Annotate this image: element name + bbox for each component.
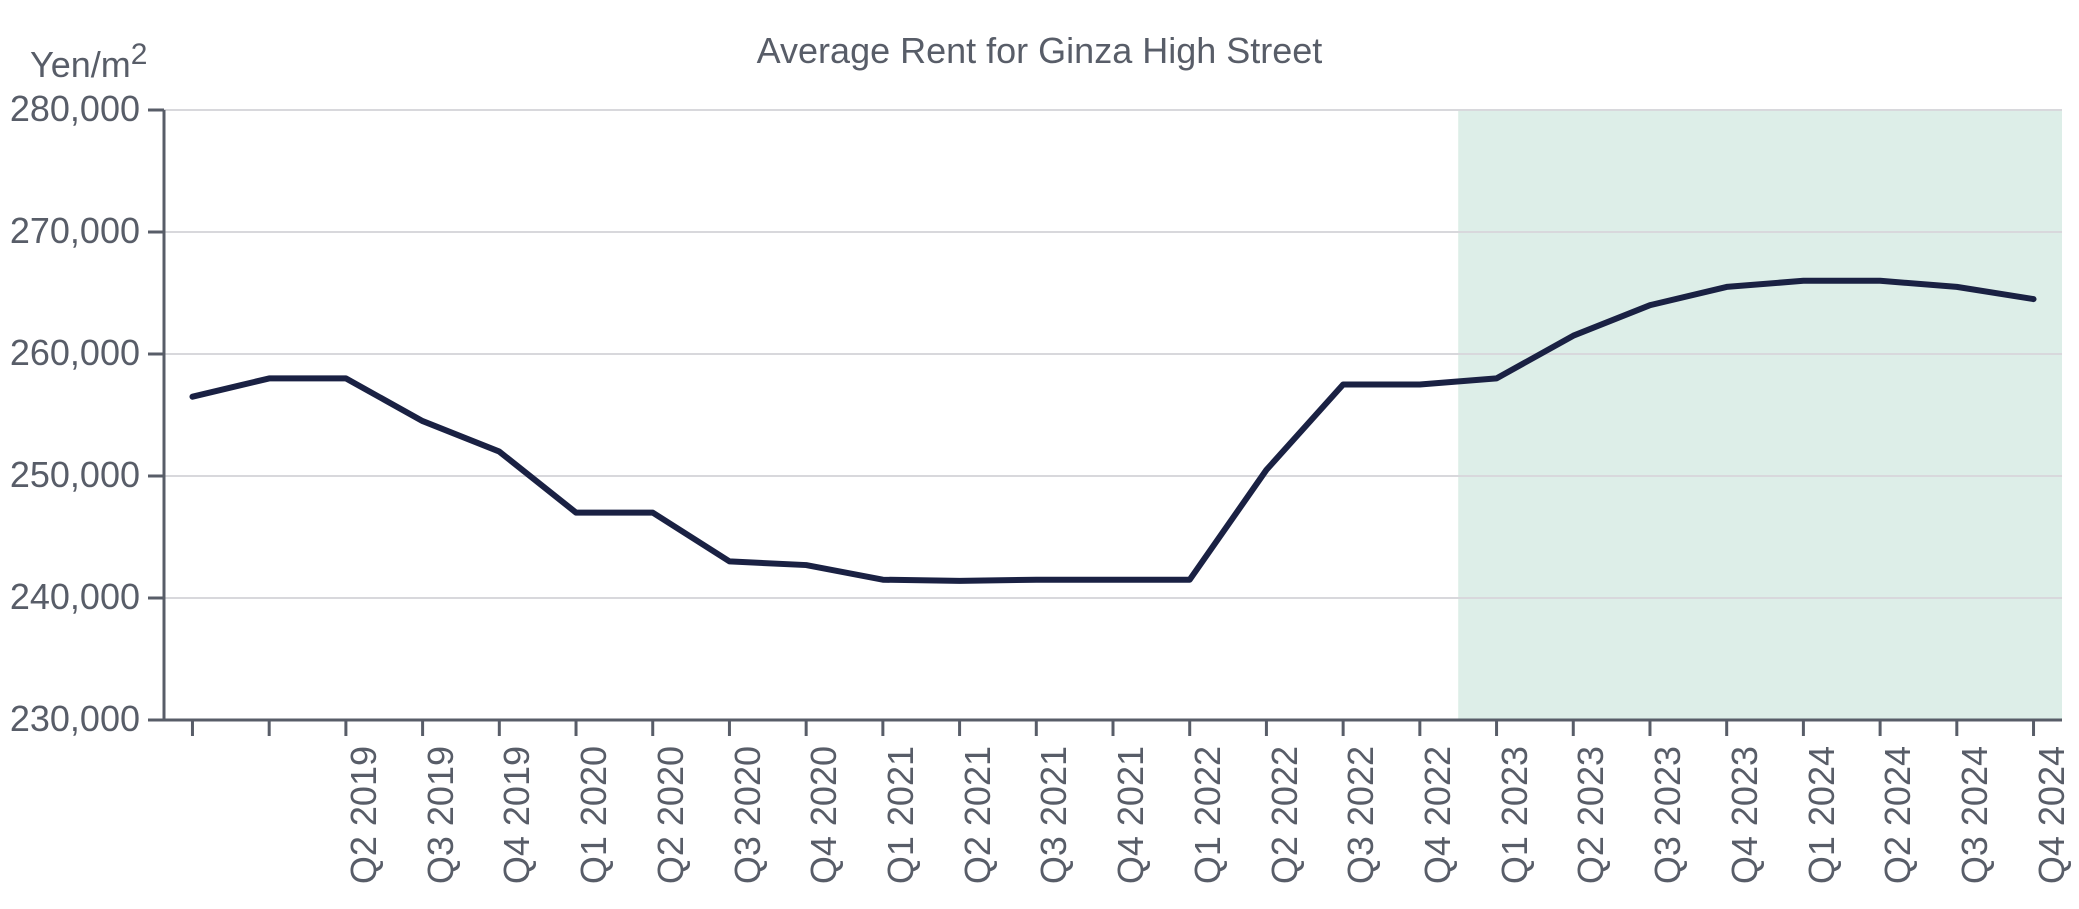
- xtick-label: Q4 2024: [2031, 746, 2073, 884]
- xtick-label: Q4 2022: [1417, 746, 1459, 884]
- xtick-label: Q4 2020: [803, 746, 845, 884]
- xtick-label: Q4 2021: [1110, 746, 1152, 884]
- xtick-label: Q3 2024: [1954, 746, 1996, 884]
- xtick-label: Q4 2019: [497, 746, 539, 884]
- xtick-label: Q1 2022: [1187, 746, 1229, 884]
- xtick-label: Q1 2020: [573, 746, 615, 884]
- xtick-label: Q4 2023: [1724, 746, 1766, 884]
- xtick-label: Q2 2019: [343, 746, 385, 884]
- xtick-label: Q3 2023: [1647, 746, 1689, 884]
- xtick-label: Q2 2020: [650, 746, 692, 884]
- ytick-label: 230,000: [10, 698, 140, 740]
- ytick-label: 240,000: [10, 576, 140, 618]
- xtick-label: Q2 2024: [1877, 746, 1919, 884]
- xtick-label: Q1 2021: [880, 746, 922, 884]
- xtick-label: Q2 2023: [1571, 746, 1613, 884]
- xtick-label: Q1 2024: [1801, 746, 1843, 884]
- xtick-label: Q3 2022: [1340, 746, 1382, 884]
- ytick-label: 250,000: [10, 454, 140, 496]
- ytick-label: 280,000: [10, 88, 140, 130]
- xtick-label: Q1 2023: [1494, 746, 1536, 884]
- ytick-label: 260,000: [10, 332, 140, 374]
- chart-container: Average Rent for Ginza High Street Yen/m…: [0, 0, 2079, 909]
- xtick-label: Q3 2019: [420, 746, 462, 884]
- ytick-label: 270,000: [10, 210, 140, 252]
- xtick-label: Q2 2021: [957, 746, 999, 884]
- xtick-label: Q3 2020: [727, 746, 769, 884]
- xtick-label: Q2 2022: [1264, 746, 1306, 884]
- xtick-label: Q3 2021: [1034, 746, 1076, 884]
